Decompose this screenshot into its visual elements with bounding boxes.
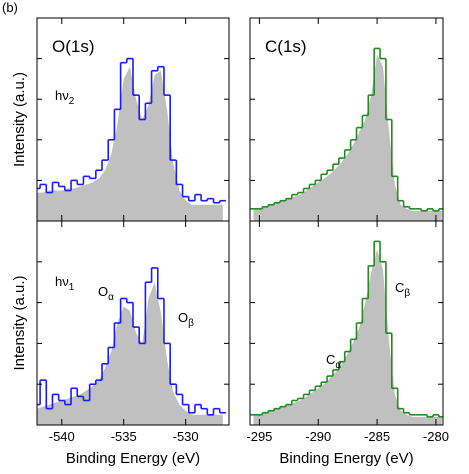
x-tick-label: -280 [423, 429, 449, 444]
x-tick-label: -295 [246, 429, 272, 444]
y-axis-label: Intensity (a.u.) [11, 275, 28, 370]
annotation: hν2 [55, 88, 75, 107]
step-riser [261, 48, 440, 211]
annotation-subscript: 2 [69, 96, 75, 107]
annotation-subscript: β [404, 288, 410, 299]
annotation: Cβ [395, 280, 410, 299]
step-riser [39, 58, 221, 203]
annotation-subscript: α [108, 292, 114, 303]
panel-title: C(1s) [265, 37, 307, 56]
annotation-text: hν [55, 88, 69, 103]
x-tick-label: -535 [111, 429, 137, 444]
panel-label: (b) [2, 0, 18, 15]
annotation: Oα [98, 284, 114, 303]
annotation: Cα [326, 352, 341, 371]
panel-title: O(1s) [52, 37, 95, 56]
panel: O(1s) Intensity (a.u.) hν2 [11, 17, 230, 222]
x-tick-label: -290 [305, 429, 331, 444]
fit-area [253, 249, 442, 425]
x-axis-label: Binding Energy (eV) [66, 450, 200, 467]
x-tick-label: -530 [173, 429, 199, 444]
annotation: hν1 [55, 274, 75, 293]
x-axis-label: Binding Energy (eV) [279, 450, 413, 467]
panel-frame [249, 220, 444, 426]
annotation-subscript: 1 [69, 282, 75, 293]
annotation-text: hν [55, 274, 69, 289]
annotation-subscript: β [188, 318, 194, 329]
panel: C(1s) [249, 17, 444, 222]
annotation-subscript: α [335, 360, 341, 371]
step-riser [39, 267, 221, 415]
fit-area [253, 54, 442, 221]
fit-area [37, 282, 223, 425]
annotation-text: O [98, 284, 108, 299]
annotation-text: O [178, 310, 188, 325]
annotation-text: C [326, 352, 335, 367]
annotation: Oβ [178, 310, 194, 329]
y-axis-label: Intensity (a.u.) [11, 72, 28, 167]
x-tick-label: -285 [364, 429, 390, 444]
annotation-text: C [395, 280, 404, 295]
panel-frame [36, 220, 230, 426]
panel: -540 -535 -530 Intensity (a.u.) Binding Ener… [11, 220, 230, 467]
x-tick-label: -540 [49, 429, 75, 444]
